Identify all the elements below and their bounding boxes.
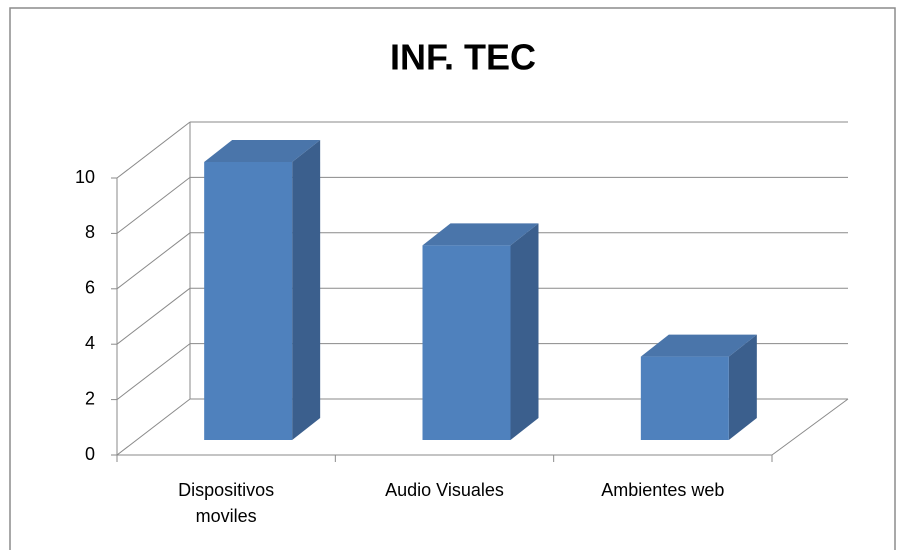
bar-top — [640, 334, 757, 357]
grid-line — [116, 121, 191, 179]
y-tick-label: 2 — [85, 388, 95, 408]
y-tick-label: 10 — [75, 167, 95, 187]
grid-line — [116, 177, 191, 234]
y-tick-label: 8 — [85, 222, 95, 242]
bar-side — [510, 223, 539, 440]
grid-line — [116, 287, 191, 345]
bar-side — [728, 334, 757, 440]
grid-line — [116, 232, 191, 290]
bar-top — [204, 140, 321, 162]
bar — [204, 162, 293, 440]
bar — [640, 356, 729, 440]
chart-title: INF. TEC — [390, 37, 536, 78]
y-tick-label: 4 — [85, 333, 95, 353]
grid-line — [116, 343, 191, 400]
x-tick-label: Audio Visuales — [385, 480, 504, 500]
bar-top — [422, 223, 539, 246]
bar-side — [292, 140, 321, 440]
y-tick-label: 0 — [85, 444, 95, 464]
grid-line — [116, 398, 191, 456]
x-tick-label: Dispositivos moviles — [178, 480, 275, 526]
y-tick-label: 6 — [85, 278, 95, 298]
x-tick-label: Ambientes web — [601, 480, 725, 500]
floor-edge — [771, 398, 849, 456]
bar — [422, 245, 511, 440]
